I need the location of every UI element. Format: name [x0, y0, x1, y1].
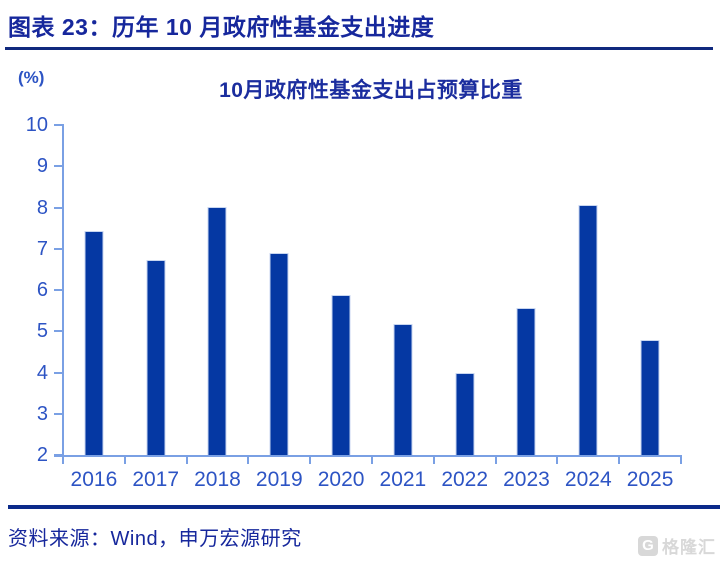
y-axis-tick-label: 8: [36, 196, 48, 219]
x-axis-label-2023: 2023: [503, 468, 550, 491]
watermark-label: 格隆汇: [662, 538, 716, 557]
x-axis-label-2016: 2016: [70, 468, 118, 491]
bar-2021: [393, 323, 413, 455]
y-axis-tick-label: 2: [36, 444, 48, 466]
header-divider: [5, 47, 713, 50]
bar-2024: [578, 205, 598, 455]
y-axis-tick-label: 9: [36, 155, 48, 178]
bar-2016: [84, 230, 104, 455]
footer-divider: [8, 505, 720, 509]
bar-2023: [516, 308, 536, 455]
bar-slot-2018: [187, 125, 249, 455]
bar-slot-2022: [434, 125, 496, 455]
y-axis-tick: [54, 124, 62, 126]
bar-2018: [207, 207, 227, 455]
bar-2025: [640, 339, 660, 455]
y-axis-tick: [54, 454, 62, 456]
y-axis-tick-label: 10: [25, 114, 48, 136]
x-axis-tick: [494, 456, 497, 464]
y-axis-tick: [54, 206, 62, 209]
y-axis-tick-label: 3: [36, 402, 48, 425]
bar-slot-2023: [496, 125, 558, 455]
bar-slot-2020: [310, 125, 372, 455]
y-axis-line: [62, 124, 64, 464]
x-axis-tick: [123, 456, 126, 464]
y-axis-tick-label: 7: [36, 237, 48, 260]
x-axis-tick: [432, 456, 435, 464]
x-axis-label-2018: 2018: [194, 468, 241, 491]
watermark-logo: G 格隆汇: [638, 533, 716, 558]
y-axis-tick-label: 5: [36, 320, 48, 343]
y-axis-tick: [54, 412, 62, 415]
bar-slot-2025: [619, 125, 681, 455]
x-axis-label-2017: 2017: [132, 468, 180, 491]
y-axis-tick: [54, 330, 62, 333]
y-axis-tick: [54, 247, 62, 250]
x-axis-label-2019: 2019: [255, 468, 303, 491]
bar-slot-2019: [248, 125, 310, 455]
x-axis-tick: [618, 456, 621, 464]
bar-slot-2021: [372, 125, 434, 455]
chart-title: 10月政府性基金支出占预算比重: [219, 79, 523, 102]
bar-2019: [269, 253, 289, 455]
x-axis-label-2024: 2024: [564, 468, 612, 491]
data-source-note: 资料来源：Wind，申万宏源研究: [8, 528, 302, 550]
y-axis-tick: [54, 165, 62, 168]
bar-slot-2017: [125, 125, 187, 455]
x-axis-tick: [185, 456, 188, 464]
x-axis-tick: [309, 456, 312, 464]
x-axis-label-2020: 2020: [317, 468, 365, 491]
figure-caption: 图表 23：历年 10 月政府性基金支出进度: [8, 14, 435, 40]
x-axis-labels: 2016 2017 2018 2019 2020 2021 2022 2023 2024 2025: [63, 468, 681, 492]
x-axis-label-2022: 2022: [441, 468, 489, 491]
x-axis-label-2025: 2025: [626, 468, 674, 491]
x-axis-line: [54, 455, 682, 457]
x-axis-tick: [62, 456, 64, 464]
x-axis-label-2021: 2021: [379, 468, 427, 491]
gelonghui-logo-icon: G: [638, 535, 658, 556]
bar-slot-2024: [557, 125, 619, 455]
x-axis-tick: [556, 456, 559, 464]
x-axis-tick: [680, 456, 682, 464]
bar-series: [63, 125, 681, 455]
bar-slot-2016: [63, 125, 125, 455]
y-axis-tick: [54, 371, 62, 374]
bar-2022: [455, 372, 475, 455]
bar-2020: [331, 295, 351, 455]
y-axis-tick-label: 6: [36, 279, 48, 301]
y-axis-tick-label: 4: [36, 361, 48, 384]
y-axis-unit-label: (%): [18, 68, 45, 87]
y-axis-tick: [54, 289, 62, 291]
x-axis-tick: [247, 456, 250, 464]
x-axis-tick: [371, 456, 373, 464]
bar-2017: [146, 260, 166, 455]
